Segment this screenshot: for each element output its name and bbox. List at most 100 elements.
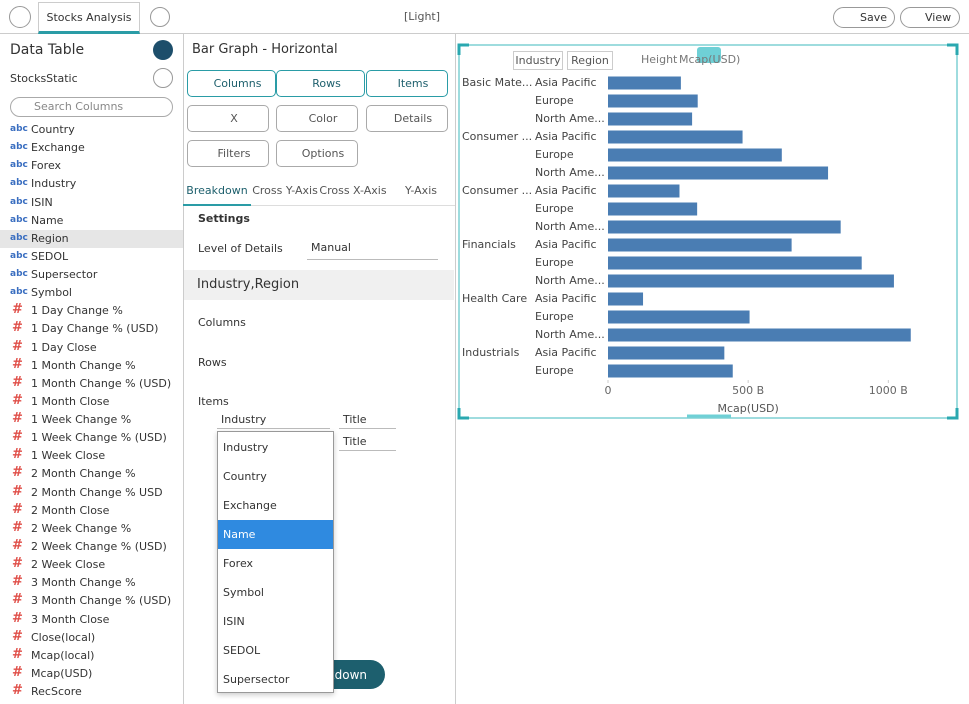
settings-button[interactable]: Options (276, 140, 358, 167)
column-name[interactable]: 3 Month Close (31, 612, 110, 626)
tab[interactable]: Cross X-Axis (319, 184, 387, 197)
dropdown-option[interactable]: Country (223, 470, 267, 483)
dropdown-option[interactable]: Exchange (223, 499, 277, 512)
dropdown-option[interactable]: Industry (223, 441, 269, 454)
tab[interactable]: Cross Y-Axis (252, 184, 318, 197)
back-button[interactable] (9, 6, 31, 28)
column-name[interactable]: 2 Week Close (31, 558, 106, 572)
category-label: Europe (535, 364, 574, 377)
section-title: Settings (198, 212, 250, 225)
settings-button[interactable]: Filters (187, 140, 269, 167)
column-name[interactable]: 3 Month Change % (31, 576, 136, 590)
level-dropdown[interactable]: Manual (307, 240, 438, 260)
column-name[interactable]: Symbol (31, 286, 72, 300)
drag-handle[interactable] (697, 47, 721, 63)
add-tab[interactable] (150, 7, 170, 27)
tab[interactable]: Y-Axis (405, 184, 437, 197)
tab[interactable]: Stocks Analysis (38, 2, 140, 34)
dropdown-menu: Industry Country Exchange Name Forex Symbol IS… (217, 431, 334, 693)
theme[interactable]: [Light] (404, 10, 441, 23)
group-label: Consumer ... (462, 184, 532, 197)
settings-button[interactable]: Items (366, 70, 448, 97)
dropdown-option[interactable]: ISIN (223, 615, 245, 628)
column-type: # (12, 610, 23, 626)
column-name[interactable]: Name (31, 213, 64, 227)
column-type: abc (10, 142, 28, 153)
column-name[interactable]: 1 Week Close (31, 449, 106, 463)
column-name[interactable]: 2 Week Change % (31, 521, 132, 535)
rows-label: Rows (198, 356, 227, 369)
dropdown-option[interactable]: Forex (223, 557, 254, 570)
column-type: abc (10, 269, 28, 280)
column-type: # (12, 628, 23, 644)
column-name[interactable]: 1 Day Change % (31, 304, 123, 318)
item-field-value: Industry (221, 413, 267, 426)
group-label: Consumer ... (462, 130, 532, 143)
dropdown-option[interactable]: SEDOL (223, 644, 261, 657)
column-name[interactable]: 2 Week Change % (USD) (31, 539, 167, 553)
item-title-value: Title (343, 413, 367, 426)
divider (183, 34, 184, 704)
column-name[interactable]: Country (31, 123, 75, 136)
group-label: Health Care (462, 292, 527, 305)
column-name[interactable]: 1 Week Change % (USD) (31, 431, 167, 445)
column-name[interactable]: Mcap(local) (31, 648, 95, 662)
column-name[interactable]: Exchange (31, 141, 85, 155)
search[interactable]: Search Columns (10, 97, 173, 117)
column-type: abc (10, 160, 28, 171)
item-title[interactable]: Title (339, 432, 396, 451)
column-name[interactable]: Close(local) (31, 630, 96, 644)
column-name[interactable]: 1 Month Change % (31, 358, 136, 372)
settings-button[interactable]: X (187, 105, 269, 132)
column-name[interactable]: 1 Week Change % (31, 413, 132, 427)
column-name[interactable]: Supersector (31, 268, 98, 282)
settings-button[interactable]: Details (366, 105, 448, 132)
level-label: Level of Details (198, 242, 283, 255)
chart-toolbar-item[interactable]: Height (641, 53, 678, 66)
chart-toolbar-item[interactable]: Industry (513, 51, 563, 70)
source[interactable]: StocksStatic (10, 72, 78, 85)
category-label: Asia Pacific (535, 238, 597, 251)
column-name[interactable]: RecScore (31, 685, 82, 699)
column-name[interactable]: 1 Day Change % (USD) (31, 322, 159, 336)
column-name[interactable]: Mcap(USD) (31, 666, 93, 680)
column-name[interactable]: SEDOL (31, 249, 69, 263)
add-column[interactable] (153, 40, 173, 60)
column-name[interactable]: 1 Day Close (31, 340, 97, 354)
column-type: abc (10, 232, 28, 243)
column-type: # (12, 320, 23, 336)
column-name[interactable]: ISIN (31, 195, 53, 209)
column-name[interactable]: Forex (31, 159, 62, 173)
settings-button[interactable]: Columns (187, 70, 276, 97)
column-name[interactable]: Region (31, 231, 69, 245)
column-name[interactable]: 1 Month Change % (USD) (31, 376, 172, 390)
dropdown-option[interactable]: Name (218, 520, 333, 549)
category-label: North Ame... (535, 220, 605, 233)
column-name[interactable]: 2 Month Close (31, 503, 110, 517)
chart-toolbar-item[interactable]: Region (567, 51, 613, 70)
bar (608, 112, 693, 126)
column-type: # (12, 411, 23, 427)
settings-button[interactable]: Rows (276, 70, 365, 97)
column-name[interactable]: 2 Month Change % (31, 467, 136, 481)
category-label: Europe (535, 310, 574, 323)
save-button[interactable]: Save (833, 7, 895, 28)
item-title[interactable]: Title (339, 410, 396, 429)
column-name[interactable]: 3 Month Change % (USD) (31, 594, 172, 608)
view-button[interactable]: View (900, 7, 960, 28)
button-label: Filters (217, 147, 251, 160)
dropdown-option[interactable]: Symbol (223, 586, 264, 599)
column-name[interactable]: 1 Month Close (31, 394, 110, 408)
item-field[interactable]: Industry (217, 410, 330, 429)
column-type: # (12, 574, 23, 590)
column-name[interactable]: Industry (31, 177, 77, 191)
tab[interactable]: Breakdown (183, 184, 251, 206)
column-name[interactable]: 2 Month Change % USD (31, 485, 163, 499)
settings-button[interactable]: Color (276, 105, 358, 132)
chart-toolbar-item[interactable]: Mcap(USD) (679, 53, 741, 66)
column-type: abc (10, 124, 28, 134)
edit-source[interactable] (153, 68, 173, 88)
bar (608, 148, 782, 162)
dropdown-option[interactable]: Supersector (223, 673, 290, 686)
